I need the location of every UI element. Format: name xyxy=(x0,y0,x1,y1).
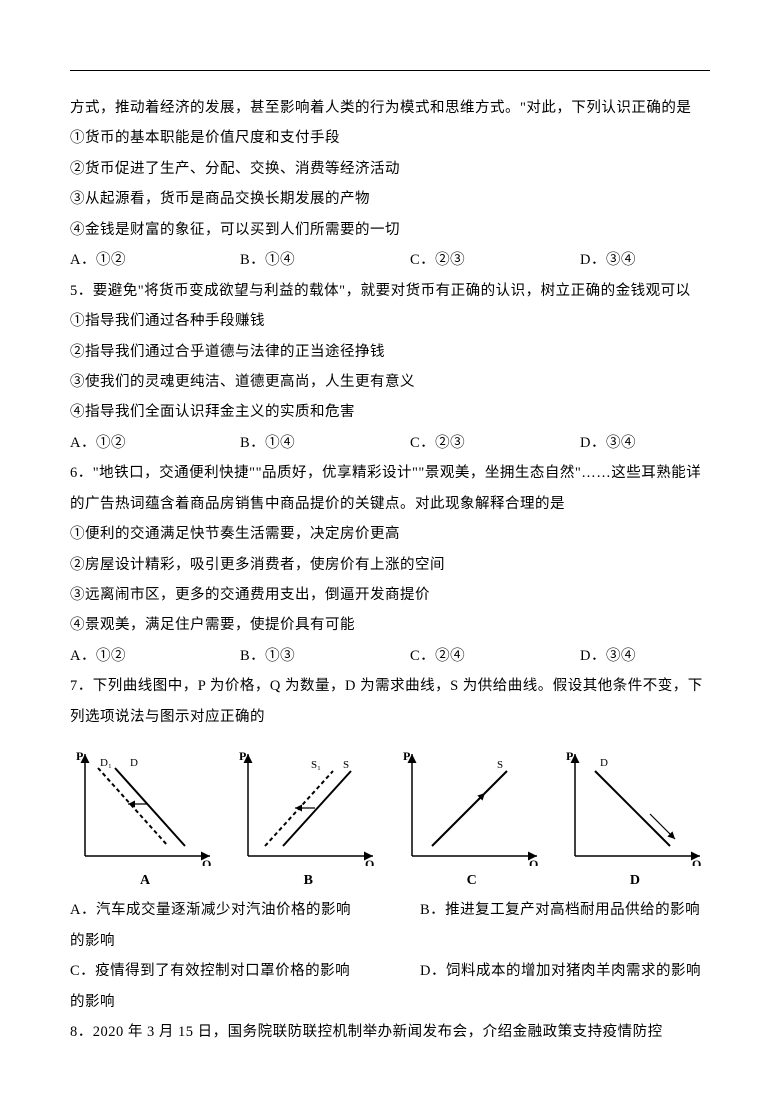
chart-b-letter: B xyxy=(233,873,383,889)
q4-options: A．①② B．①④ C．②③ D．③④ xyxy=(70,245,710,275)
q5-s2: ②指导我们通过合乎道德与法律的正当途径挣钱 xyxy=(70,337,710,367)
chart-b-s-label: S xyxy=(343,759,349,771)
chart-b-svg: P Q S₁ S xyxy=(233,746,383,866)
svg-text:P: P xyxy=(566,749,573,763)
q5-opt-a: A．①② xyxy=(70,428,240,458)
q7-options: A．汽车成交量逐渐减少对汽油价格的影响 B．推进复工复产对高档耐用品供给的影响 … xyxy=(70,895,710,1017)
svg-text:P: P xyxy=(403,749,410,763)
svg-text:Q: Q xyxy=(692,857,701,866)
q4-s3: ③从起源看，货币是商品交换长期发展的产物 xyxy=(70,184,710,214)
q7-opt-c: C．疫情得到了有效控制对口罩价格的影响 xyxy=(70,956,420,986)
q7-opt-b-cont: 的影响 xyxy=(70,926,710,956)
q6-opt-b: B．①③ xyxy=(240,641,410,671)
q5-options: A．①② B．①④ C．②③ D．③④ xyxy=(70,428,710,458)
q4-opt-a: A．①② xyxy=(70,245,240,275)
q4-opt-c: C．②③ xyxy=(410,245,580,275)
q7-opt-b: B．推进复工复产对高档耐用品供给的影响 xyxy=(420,895,710,925)
svg-text:P: P xyxy=(239,749,246,763)
chart-a-letter: A xyxy=(70,873,220,889)
q5-opt-b: B．①④ xyxy=(240,428,410,458)
chart-a-d1-label: D₁ xyxy=(100,757,112,769)
q6-opt-d: D．③④ xyxy=(580,641,710,671)
q5-s3: ③使我们的灵魂更纯洁、道德更高尚，人生更有意义 xyxy=(70,367,710,397)
svg-text:Q: Q xyxy=(202,857,211,866)
q6-opt-c: C．②④ xyxy=(410,641,580,671)
q5-stem: 5．要避免"将货币变成欲望与利益的载体"，就要对货币有正确的认识，树立正确的金钱… xyxy=(70,276,710,306)
q6-stem: 6．"地铁口，交通便利快捷""品质好，优享精彩设计""景观美，坐拥生态自然"……… xyxy=(70,458,710,519)
q7-opt-d: D．饲料成本的增加对猪肉羊肉需求的影响 xyxy=(420,956,710,986)
chart-b-s1-label: S₁ xyxy=(311,759,321,771)
top-rule xyxy=(70,70,710,71)
svg-text:P: P xyxy=(76,749,83,763)
chart-d-letter: D xyxy=(560,873,710,889)
chart-b: P Q S₁ S B xyxy=(233,746,383,889)
q5-s4: ④指导我们全面认识拜金主义的实质和危害 xyxy=(70,397,710,427)
chart-d-d-label: D xyxy=(600,757,608,769)
q4-s4: ④金钱是财富的象征，可以买到人们所需要的一切 xyxy=(70,215,710,245)
chart-c: P Q S C xyxy=(397,746,547,889)
q5-opt-d: D．③④ xyxy=(580,428,710,458)
svg-text:Q: Q xyxy=(365,857,374,866)
q5-s1: ①指导我们通过各种手段赚钱 xyxy=(70,306,710,336)
chart-d: P Q D D xyxy=(560,746,710,889)
q7-opt-a: A．汽车成交量逐渐减少对汽油价格的影响 xyxy=(70,895,420,925)
q6-s1: ①便利的交通满足快节奏生活需要，决定房价更高 xyxy=(70,519,710,549)
q6-s3: ③远离闹市区，更多的交通费用支出，倒逼开发商提价 xyxy=(70,580,710,610)
chart-a: P Q D₁ D A xyxy=(70,746,220,889)
q8-stem: 8．2020 年 3 月 15 日，国务院联防联控机制举办新闻发布会，介绍金融政… xyxy=(70,1017,710,1047)
charts-row: P Q D₁ D A P Q S₁ S B xyxy=(70,746,710,889)
chart-a-svg: P Q D₁ D xyxy=(70,746,220,866)
q4-opt-d: D．③④ xyxy=(580,245,710,275)
q5-opt-c: C．②③ xyxy=(410,428,580,458)
chart-c-svg: P Q S xyxy=(397,746,547,866)
chart-c-letter: C xyxy=(397,873,547,889)
q6-options: A．①② B．①③ C．②④ D．③④ xyxy=(70,641,710,671)
chart-a-d-label: D xyxy=(130,757,138,769)
q4-opt-b: B．①④ xyxy=(240,245,410,275)
chart-d-svg: P Q D xyxy=(560,746,710,866)
q4-s1: ①货币的基本职能是价值尺度和支付手段 xyxy=(70,123,710,153)
q7-opt-d-cont: 的影响 xyxy=(70,987,710,1017)
q6-opt-a: A．①② xyxy=(70,641,240,671)
chart-c-s-label: S xyxy=(497,759,503,771)
svg-text:Q: Q xyxy=(529,857,538,866)
q4-s2: ②货币促进了生产、分配、交换、消费等经济活动 xyxy=(70,154,710,184)
q6-s2: ②房屋设计精彩，吸引更多消费者，使房价有上涨的空间 xyxy=(70,550,710,580)
q6-s4: ④景观美，满足住户需要，使提价具有可能 xyxy=(70,610,710,640)
q7-stem: 7．下列曲线图中，P 为价格，Q 为数量，D 为需求曲线，S 为供给曲线。假设其… xyxy=(70,671,710,732)
q4-intro: 方式，推动着经济的发展，甚至影响着人类的行为模式和思维方式。"对此，下列认识正确… xyxy=(70,93,710,123)
